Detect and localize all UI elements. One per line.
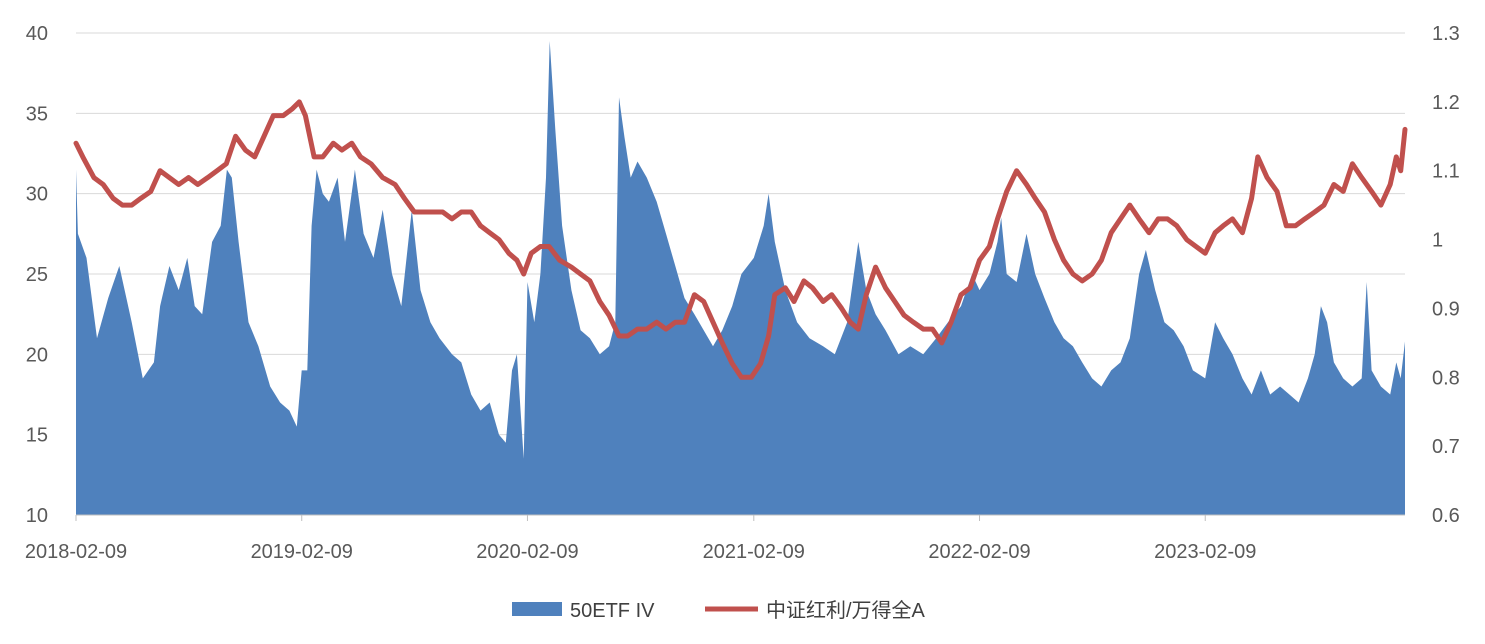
series-area-50etf-iv	[76, 41, 1405, 515]
y-right-tick-label: 0.9	[1432, 298, 1460, 320]
y-right-tick-label: 0.6	[1432, 505, 1460, 527]
y-right-tick-label: 1.2	[1432, 92, 1460, 114]
y-right-tick-label: 1.3	[1432, 23, 1460, 45]
axes: 10 15 20 25 30 35 40 0.6 0.7 0.8 0.9 1 1.1 1.2 1.3 2018…	[25, 23, 1460, 563]
line-layer	[73, 99, 1408, 380]
y-right-tick-label: 1	[1432, 230, 1443, 252]
x-tick-label: 2022-02-09	[928, 541, 1030, 563]
y-left-tick-label: 10	[26, 505, 48, 527]
x-tick-label: 2023-02-09	[1154, 541, 1256, 563]
legend-label-line: 中证红利/万得全A	[766, 599, 926, 622]
x-tick-label: 2020-02-09	[476, 541, 578, 563]
y-left-tick-label: 15	[26, 425, 48, 447]
y-right-tick-label: 0.7	[1432, 436, 1460, 458]
y-right-tick-label: 0.8	[1432, 367, 1460, 389]
y-left-tick-label: 25	[26, 264, 48, 286]
y-left-tick-label: 20	[26, 344, 48, 366]
x-tick-label: 2018-02-09	[25, 541, 127, 563]
legend-label-area: 50ETF IV	[570, 600, 655, 622]
y-left-tick-label: 35	[26, 103, 48, 125]
x-tick-label: 2021-02-09	[703, 541, 805, 563]
y-left-tick-label: 30	[26, 184, 48, 206]
y-left-tick-label: 40	[26, 23, 48, 45]
area-layer	[76, 41, 1405, 515]
legend: 50ETF IV 中证红利/万得全A	[512, 599, 926, 622]
y-right-tick-label: 1.1	[1432, 161, 1460, 183]
series-line-dividend-ratio	[73, 99, 1408, 380]
legend-swatch-area	[512, 602, 562, 616]
x-tick-label: 2019-02-09	[251, 541, 353, 563]
